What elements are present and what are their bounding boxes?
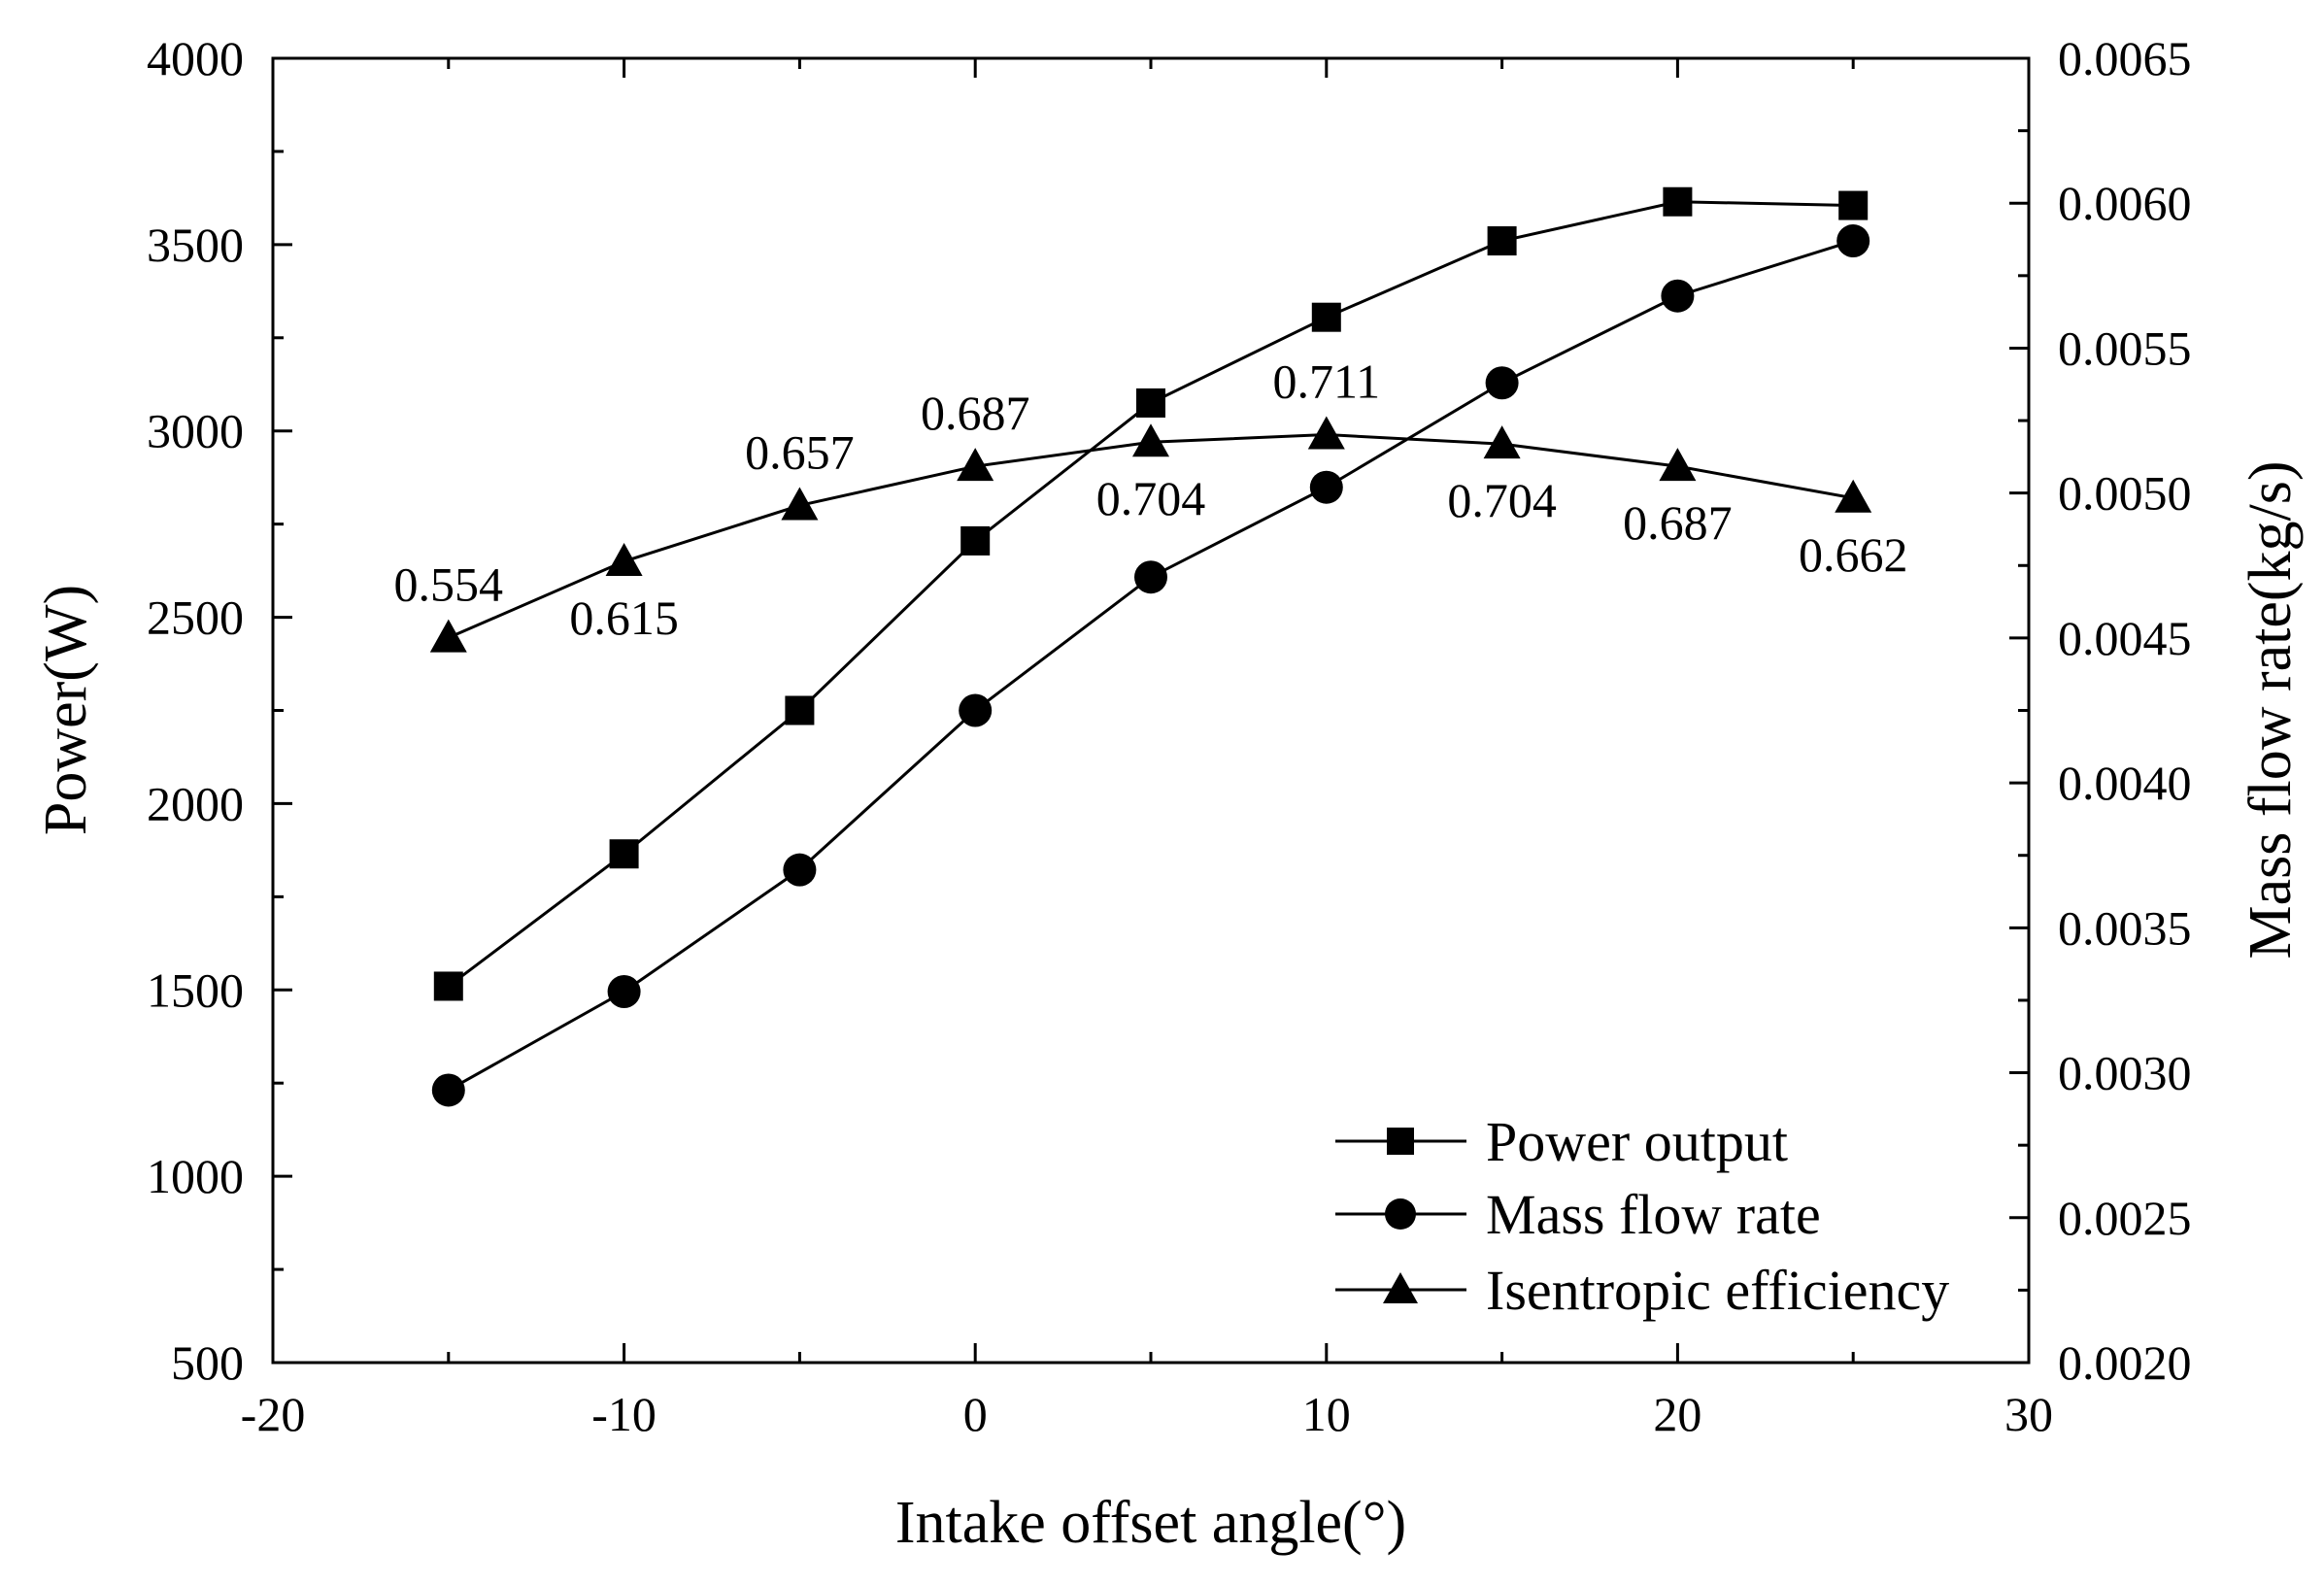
y-tick-label: 4000 bbox=[147, 31, 244, 85]
legend-marker-triangle bbox=[1383, 1272, 1418, 1303]
x-tick-label: 10 bbox=[1302, 1387, 1351, 1441]
labels-layer: -20 -10 0 10 20 30 500 1000 1500 2000 2500 3000 3500… bbox=[147, 31, 2192, 1441]
y-tick-label: 2000 bbox=[147, 776, 244, 830]
data-point-power-output bbox=[433, 971, 463, 1001]
data-point-isentropic-efficiency bbox=[1483, 425, 1521, 459]
legend-label-isentropic-efficiency: Isentropic efficiency bbox=[1486, 1259, 1949, 1322]
y2-tick-label: 0.0035 bbox=[2058, 900, 2192, 955]
data-point-power-output bbox=[1487, 226, 1517, 256]
data-point-mass-flow-rate bbox=[1309, 470, 1343, 504]
y-tick-label: 500 bbox=[171, 1335, 244, 1390]
y-tick-label: 3000 bbox=[147, 404, 244, 458]
data-point-isentropic-efficiency bbox=[1307, 416, 1345, 450]
legend-marker-circle bbox=[1385, 1198, 1416, 1230]
data-label-isentropic-efficiency: 0.704 bbox=[1447, 473, 1557, 527]
data-point-power-output bbox=[1136, 388, 1165, 418]
x-tick-label: 0 bbox=[963, 1387, 988, 1441]
y2-tick-label: 0.0065 bbox=[2058, 31, 2192, 85]
data-point-isentropic-efficiency bbox=[1132, 423, 1169, 457]
y2-tick-label: 0.0040 bbox=[2058, 756, 2192, 810]
ticks-layer bbox=[271, 56, 2031, 1365]
data-label-isentropic-efficiency: 0.554 bbox=[394, 557, 504, 612]
legend: Power output Mass flow rate Isentropic e… bbox=[1335, 1110, 1949, 1322]
legend-label-power-output: Power output bbox=[1486, 1110, 1788, 1173]
legend-item-power-output: Power output bbox=[1335, 1110, 1788, 1173]
y-tick-label: 2500 bbox=[147, 590, 244, 645]
data-point-isentropic-efficiency bbox=[781, 487, 819, 521]
data-label-isentropic-efficiency: 0.687 bbox=[921, 386, 1030, 440]
legend-marker-square bbox=[1387, 1128, 1414, 1155]
data-point-power-output bbox=[960, 525, 991, 556]
y2-tick-label: 0.0030 bbox=[2058, 1046, 2192, 1100]
series-layer bbox=[429, 186, 1872, 1107]
data-point-isentropic-efficiency bbox=[1659, 448, 1697, 482]
data-point-isentropic-efficiency bbox=[429, 619, 467, 653]
data-point-mass-flow-rate bbox=[959, 693, 993, 727]
data-point-power-output bbox=[1838, 190, 1869, 220]
data-label-isentropic-efficiency: 0.615 bbox=[569, 590, 679, 645]
data-label-isentropic-efficiency: 0.687 bbox=[1623, 495, 1733, 550]
data-point-power-output bbox=[609, 839, 639, 869]
y2-tick-label: 0.0055 bbox=[2058, 320, 2192, 375]
y2-tick-label: 0.0050 bbox=[2058, 466, 2192, 521]
legend-item-isentropic-efficiency: Isentropic efficiency bbox=[1335, 1259, 1949, 1322]
x-tick-label: 20 bbox=[1653, 1387, 1701, 1441]
data-point-isentropic-efficiency bbox=[957, 448, 994, 482]
y2-tick-label: 0.0045 bbox=[2058, 611, 2192, 665]
x-tick-label: -10 bbox=[591, 1387, 657, 1441]
x-axis-title: Intake offset angle(°) bbox=[895, 1490, 1406, 1556]
data-label-isentropic-efficiency: 0.704 bbox=[1096, 471, 1206, 525]
data-point-mass-flow-rate bbox=[1661, 279, 1695, 313]
data-point-power-output bbox=[785, 695, 815, 725]
data-point-isentropic-efficiency bbox=[605, 543, 643, 577]
y2-tick-label: 0.0020 bbox=[2058, 1335, 2192, 1390]
data-point-mass-flow-rate bbox=[1134, 560, 1167, 594]
data-point-mass-flow-rate bbox=[607, 974, 641, 1008]
legend-item-mass-flow-rate: Mass flow rate bbox=[1335, 1183, 1821, 1246]
data-label-isentropic-efficiency: 0.657 bbox=[745, 424, 855, 479]
data-label-isentropic-efficiency: 0.662 bbox=[1799, 527, 1908, 582]
y-tick-label: 1500 bbox=[147, 962, 244, 1017]
series-line-mass-flow-rate bbox=[448, 239, 1854, 1092]
x-tick-label: 30 bbox=[2004, 1387, 2053, 1441]
data-point-power-output bbox=[1311, 302, 1341, 332]
data-point-mass-flow-rate bbox=[431, 1073, 465, 1107]
y2-axis-title: Mass flow rate(kg/s) bbox=[2238, 460, 2304, 959]
x-tick-label: -20 bbox=[241, 1387, 306, 1441]
data-point-mass-flow-rate bbox=[1836, 224, 1870, 258]
data-point-power-output bbox=[1663, 186, 1693, 217]
y2-tick-label: 0.0025 bbox=[2058, 1191, 2192, 1245]
y2-tick-label: 0.0060 bbox=[2058, 176, 2192, 230]
data-label-isentropic-efficiency: 0.711 bbox=[1272, 354, 1380, 409]
y-tick-label: 1000 bbox=[147, 1149, 244, 1203]
data-point-isentropic-efficiency bbox=[1835, 479, 1872, 513]
data-point-mass-flow-rate bbox=[783, 853, 817, 887]
y-axis-title: Power(W) bbox=[33, 585, 99, 835]
data-point-mass-flow-rate bbox=[1485, 366, 1519, 400]
legend-label-mass-flow-rate: Mass flow rate bbox=[1486, 1183, 1821, 1246]
y-tick-label: 3500 bbox=[147, 218, 244, 272]
